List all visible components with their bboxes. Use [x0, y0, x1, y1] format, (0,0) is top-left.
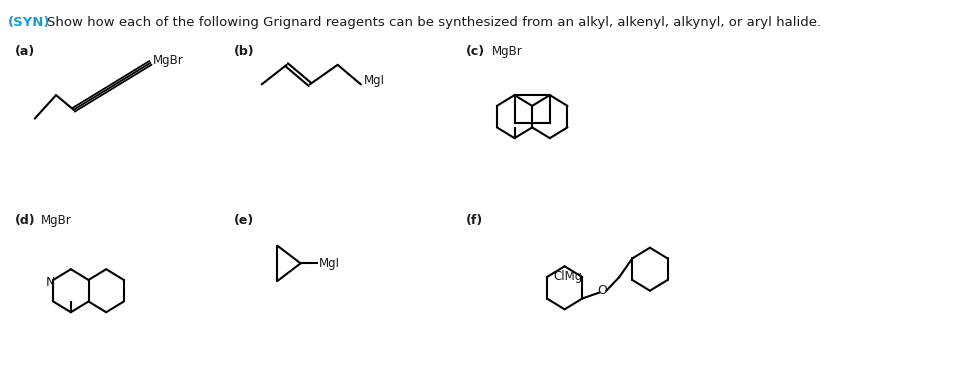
Text: N: N: [46, 276, 55, 290]
Text: O: O: [598, 284, 607, 297]
Text: (e): (e): [234, 215, 254, 227]
Text: (d): (d): [15, 215, 36, 227]
Text: (f): (f): [466, 215, 483, 227]
Text: (b): (b): [234, 45, 254, 58]
Text: (c): (c): [466, 45, 485, 58]
Text: MgI: MgI: [319, 257, 340, 270]
Text: MgBr: MgBr: [153, 55, 184, 67]
Text: Show how each of the following Grignard reagents can be synthesized from an alky: Show how each of the following Grignard …: [47, 16, 821, 29]
Text: MgI: MgI: [363, 74, 385, 87]
Text: (SYN): (SYN): [8, 16, 50, 29]
Text: MgBr: MgBr: [41, 215, 72, 227]
Text: MgBr: MgBr: [492, 45, 522, 58]
Text: ClMg: ClMg: [553, 270, 582, 283]
Text: (a): (a): [15, 45, 36, 58]
